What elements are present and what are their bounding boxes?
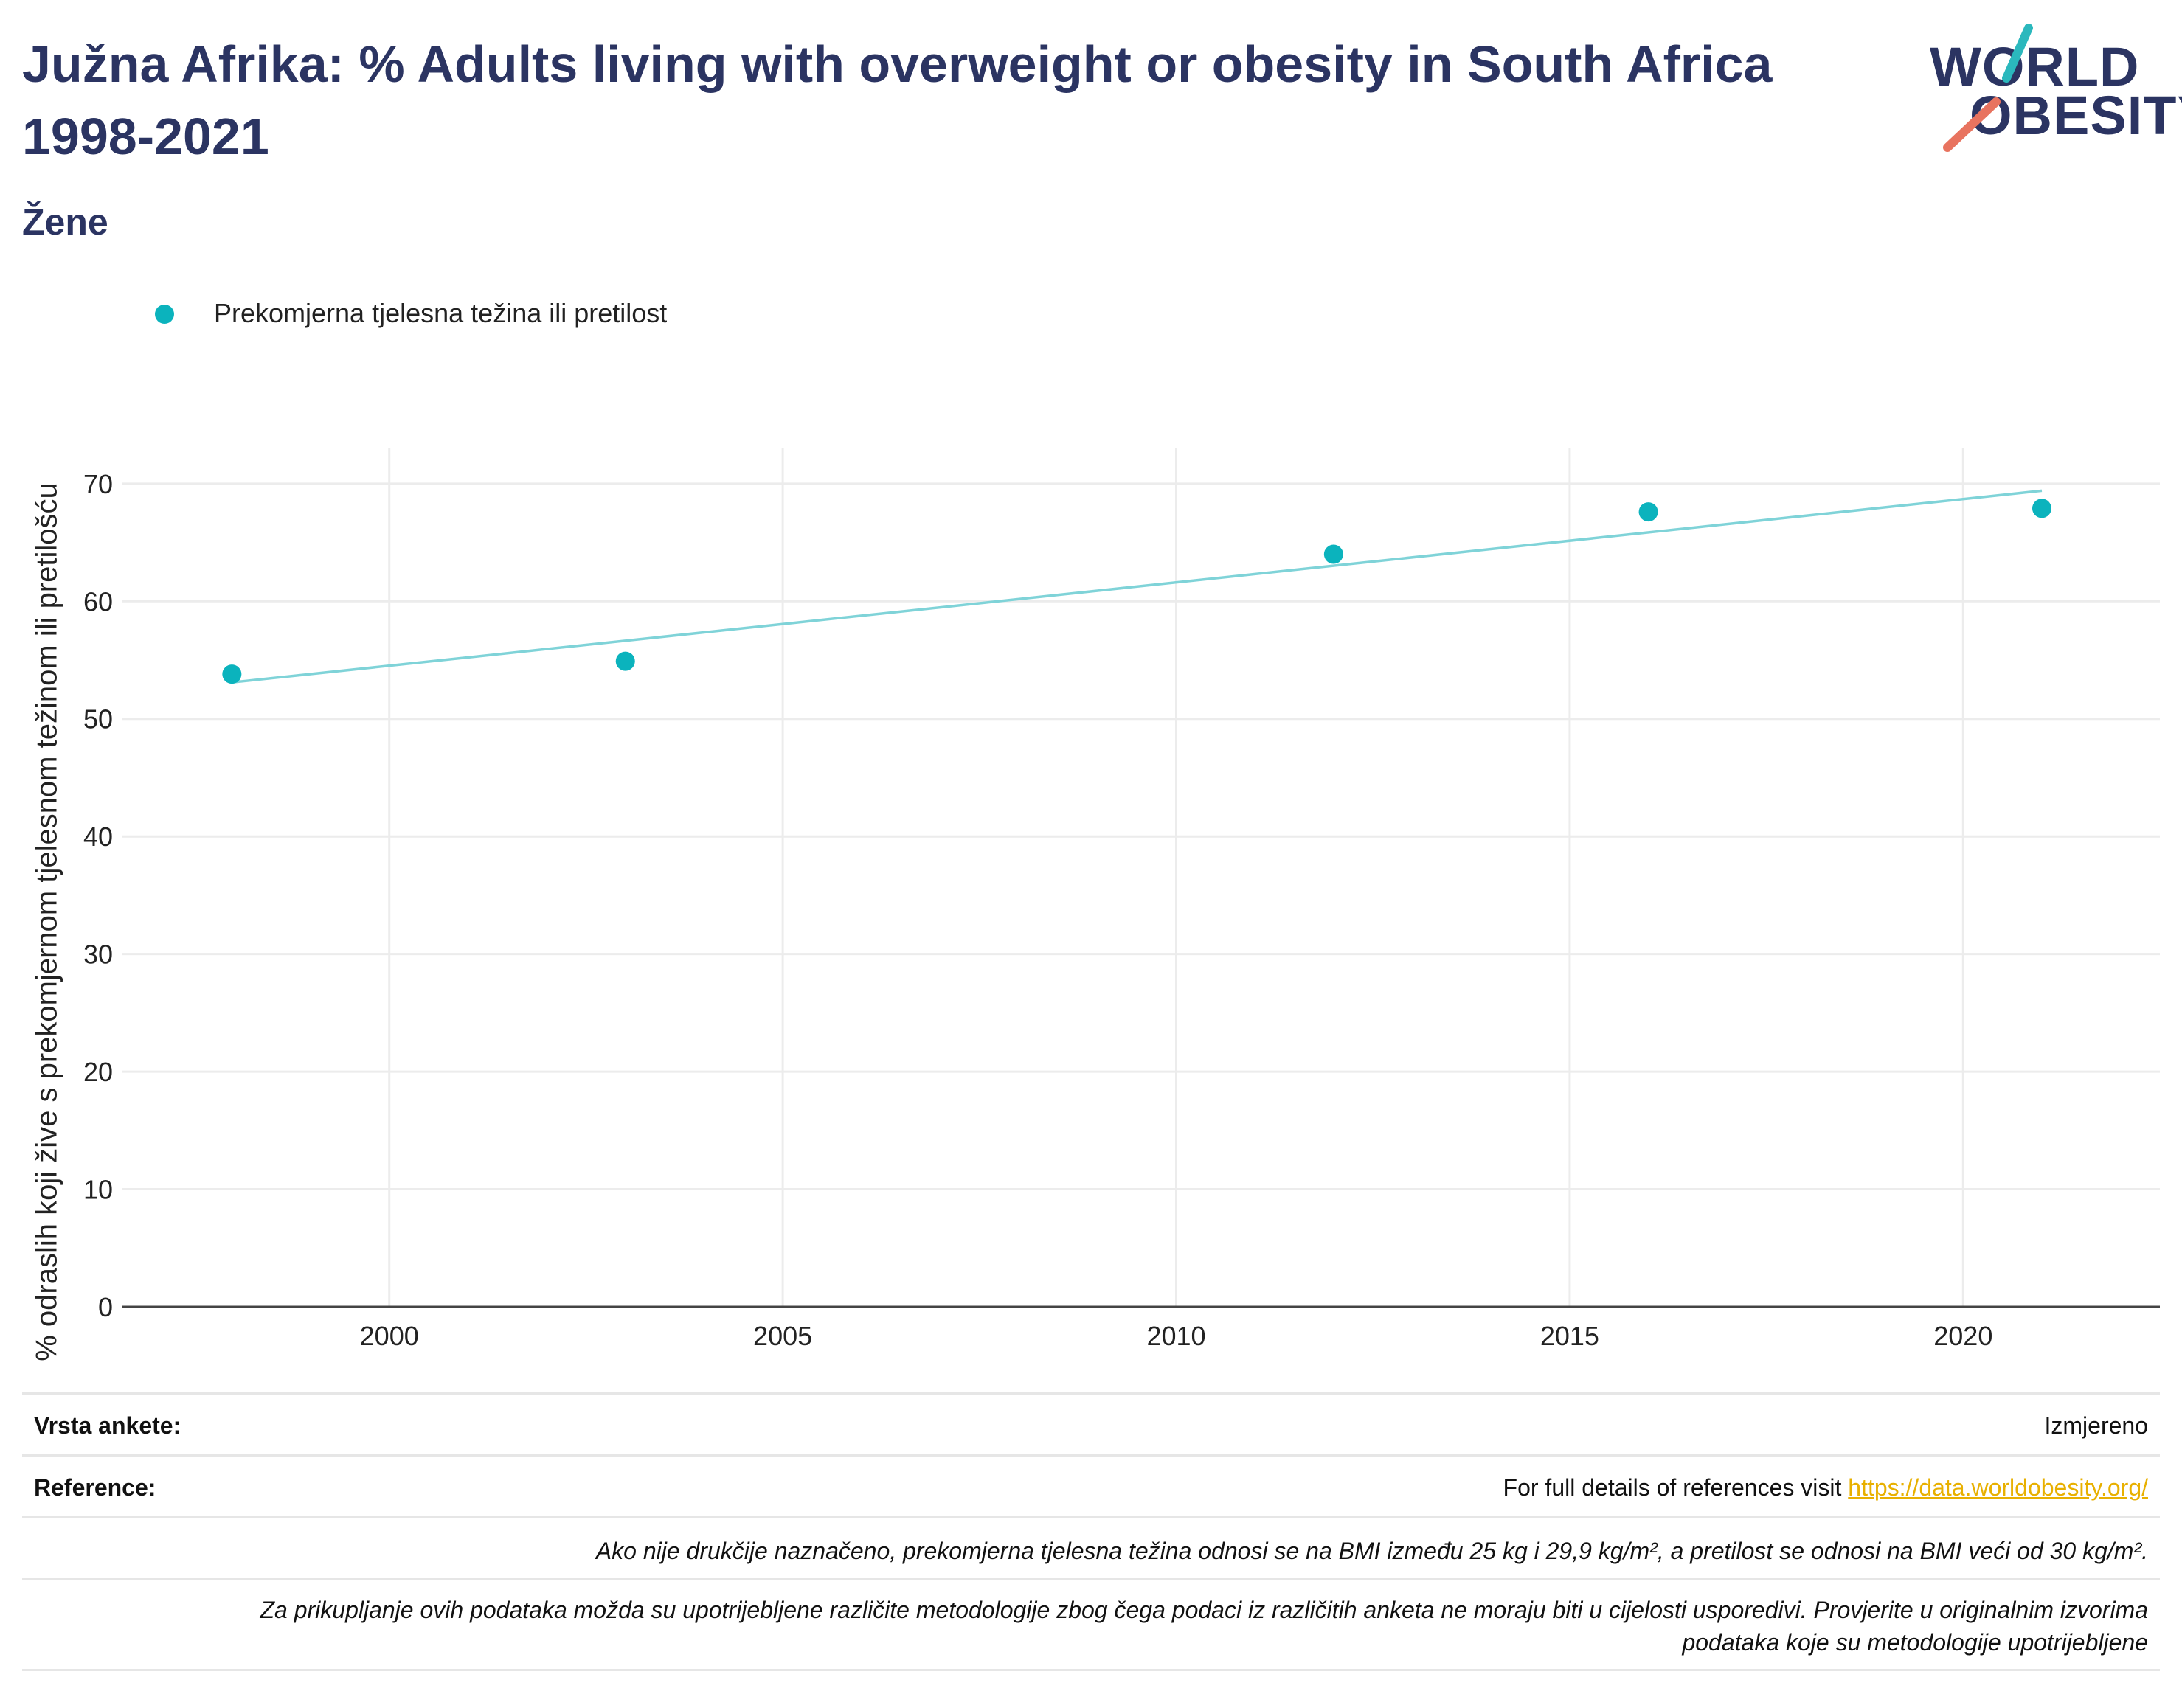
methodology-note-line2: podataka koje su metodologije upotrijebl… — [1682, 1629, 2148, 1656]
reference-text: For full details of references visit — [1503, 1474, 1849, 1501]
y-tick-label: 60 — [83, 586, 113, 617]
x-tick-label: 2000 — [360, 1321, 419, 1351]
grid-layer — [122, 448, 2160, 1307]
y-tick-label: 50 — [83, 704, 113, 735]
x-tick-label: 2015 — [1540, 1321, 1599, 1351]
data-point — [1323, 544, 1343, 564]
page-subtitle: Žene — [22, 201, 108, 243]
world-obesity-logo[interactable]: WORLD OBESITY — [1925, 22, 2182, 155]
reference-link[interactable]: https://data.worldobesity.org/ — [1848, 1474, 2148, 1501]
axis-layer: 0 10 20 30 40 50 60 70 2000 2005 2010 2015 2020 — [83, 469, 2160, 1351]
legend-marker — [155, 305, 174, 324]
y-tick-label: 40 — [83, 822, 113, 852]
trend-line — [232, 489, 2043, 684]
reference-key: Reference: — [34, 1474, 156, 1501]
x-tick-label: 2020 — [1933, 1321, 1992, 1351]
survey-type-row: Vrsta ankete: Izmjereno — [22, 1392, 2160, 1454]
data-point — [615, 651, 635, 671]
trend-layer — [232, 489, 2043, 684]
data-point — [2032, 499, 2051, 518]
logo-word-world: WORLD — [1930, 36, 2140, 97]
y-tick-label: 10 — [83, 1175, 113, 1205]
logo-word-obesity: OBESITY — [1970, 85, 2182, 146]
methodology-note-row: Za prikupljanje ovih podataka možda su u… — [22, 1578, 2160, 1671]
data-point — [1638, 502, 1658, 522]
x-tick-label: 2005 — [753, 1321, 812, 1351]
data-point — [222, 664, 242, 684]
survey-type-key: Vrsta ankete: — [34, 1412, 181, 1439]
legend-label: Prekomjerna tjelesna težina ili pretilos… — [214, 298, 668, 328]
reference-row: Reference: For full details of reference… — [22, 1454, 2160, 1516]
page-title: Južna Afrika: % Adults living with overw… — [22, 35, 1773, 165]
reference-value: For full details of references visit htt… — [1503, 1474, 2148, 1502]
y-tick-label: 20 — [83, 1057, 113, 1087]
y-tick-label: 30 — [83, 940, 113, 970]
scatter-chart: 0 10 20 30 40 50 60 70 2000 2005 2010 2015 2020 — [83, 448, 2160, 1351]
y-tick-label: 0 — [98, 1292, 113, 1322]
logo-slash-icon — [1943, 24, 2033, 152]
definition-note: Ako nije drukčije naznačeno, prekomjerna… — [595, 1538, 2148, 1564]
survey-type-value: Izmjereno — [2044, 1412, 2149, 1439]
y-tick-label: 70 — [83, 469, 113, 499]
points-layer — [222, 499, 2051, 684]
definition-note-row: Ako nije drukčije naznačeno, prekomjerna… — [22, 1516, 2160, 1578]
x-tick-label: 2010 — [1146, 1321, 1205, 1351]
methodology-note-line1: Za prikupljanje ovih podataka možda su u… — [260, 1597, 2148, 1623]
